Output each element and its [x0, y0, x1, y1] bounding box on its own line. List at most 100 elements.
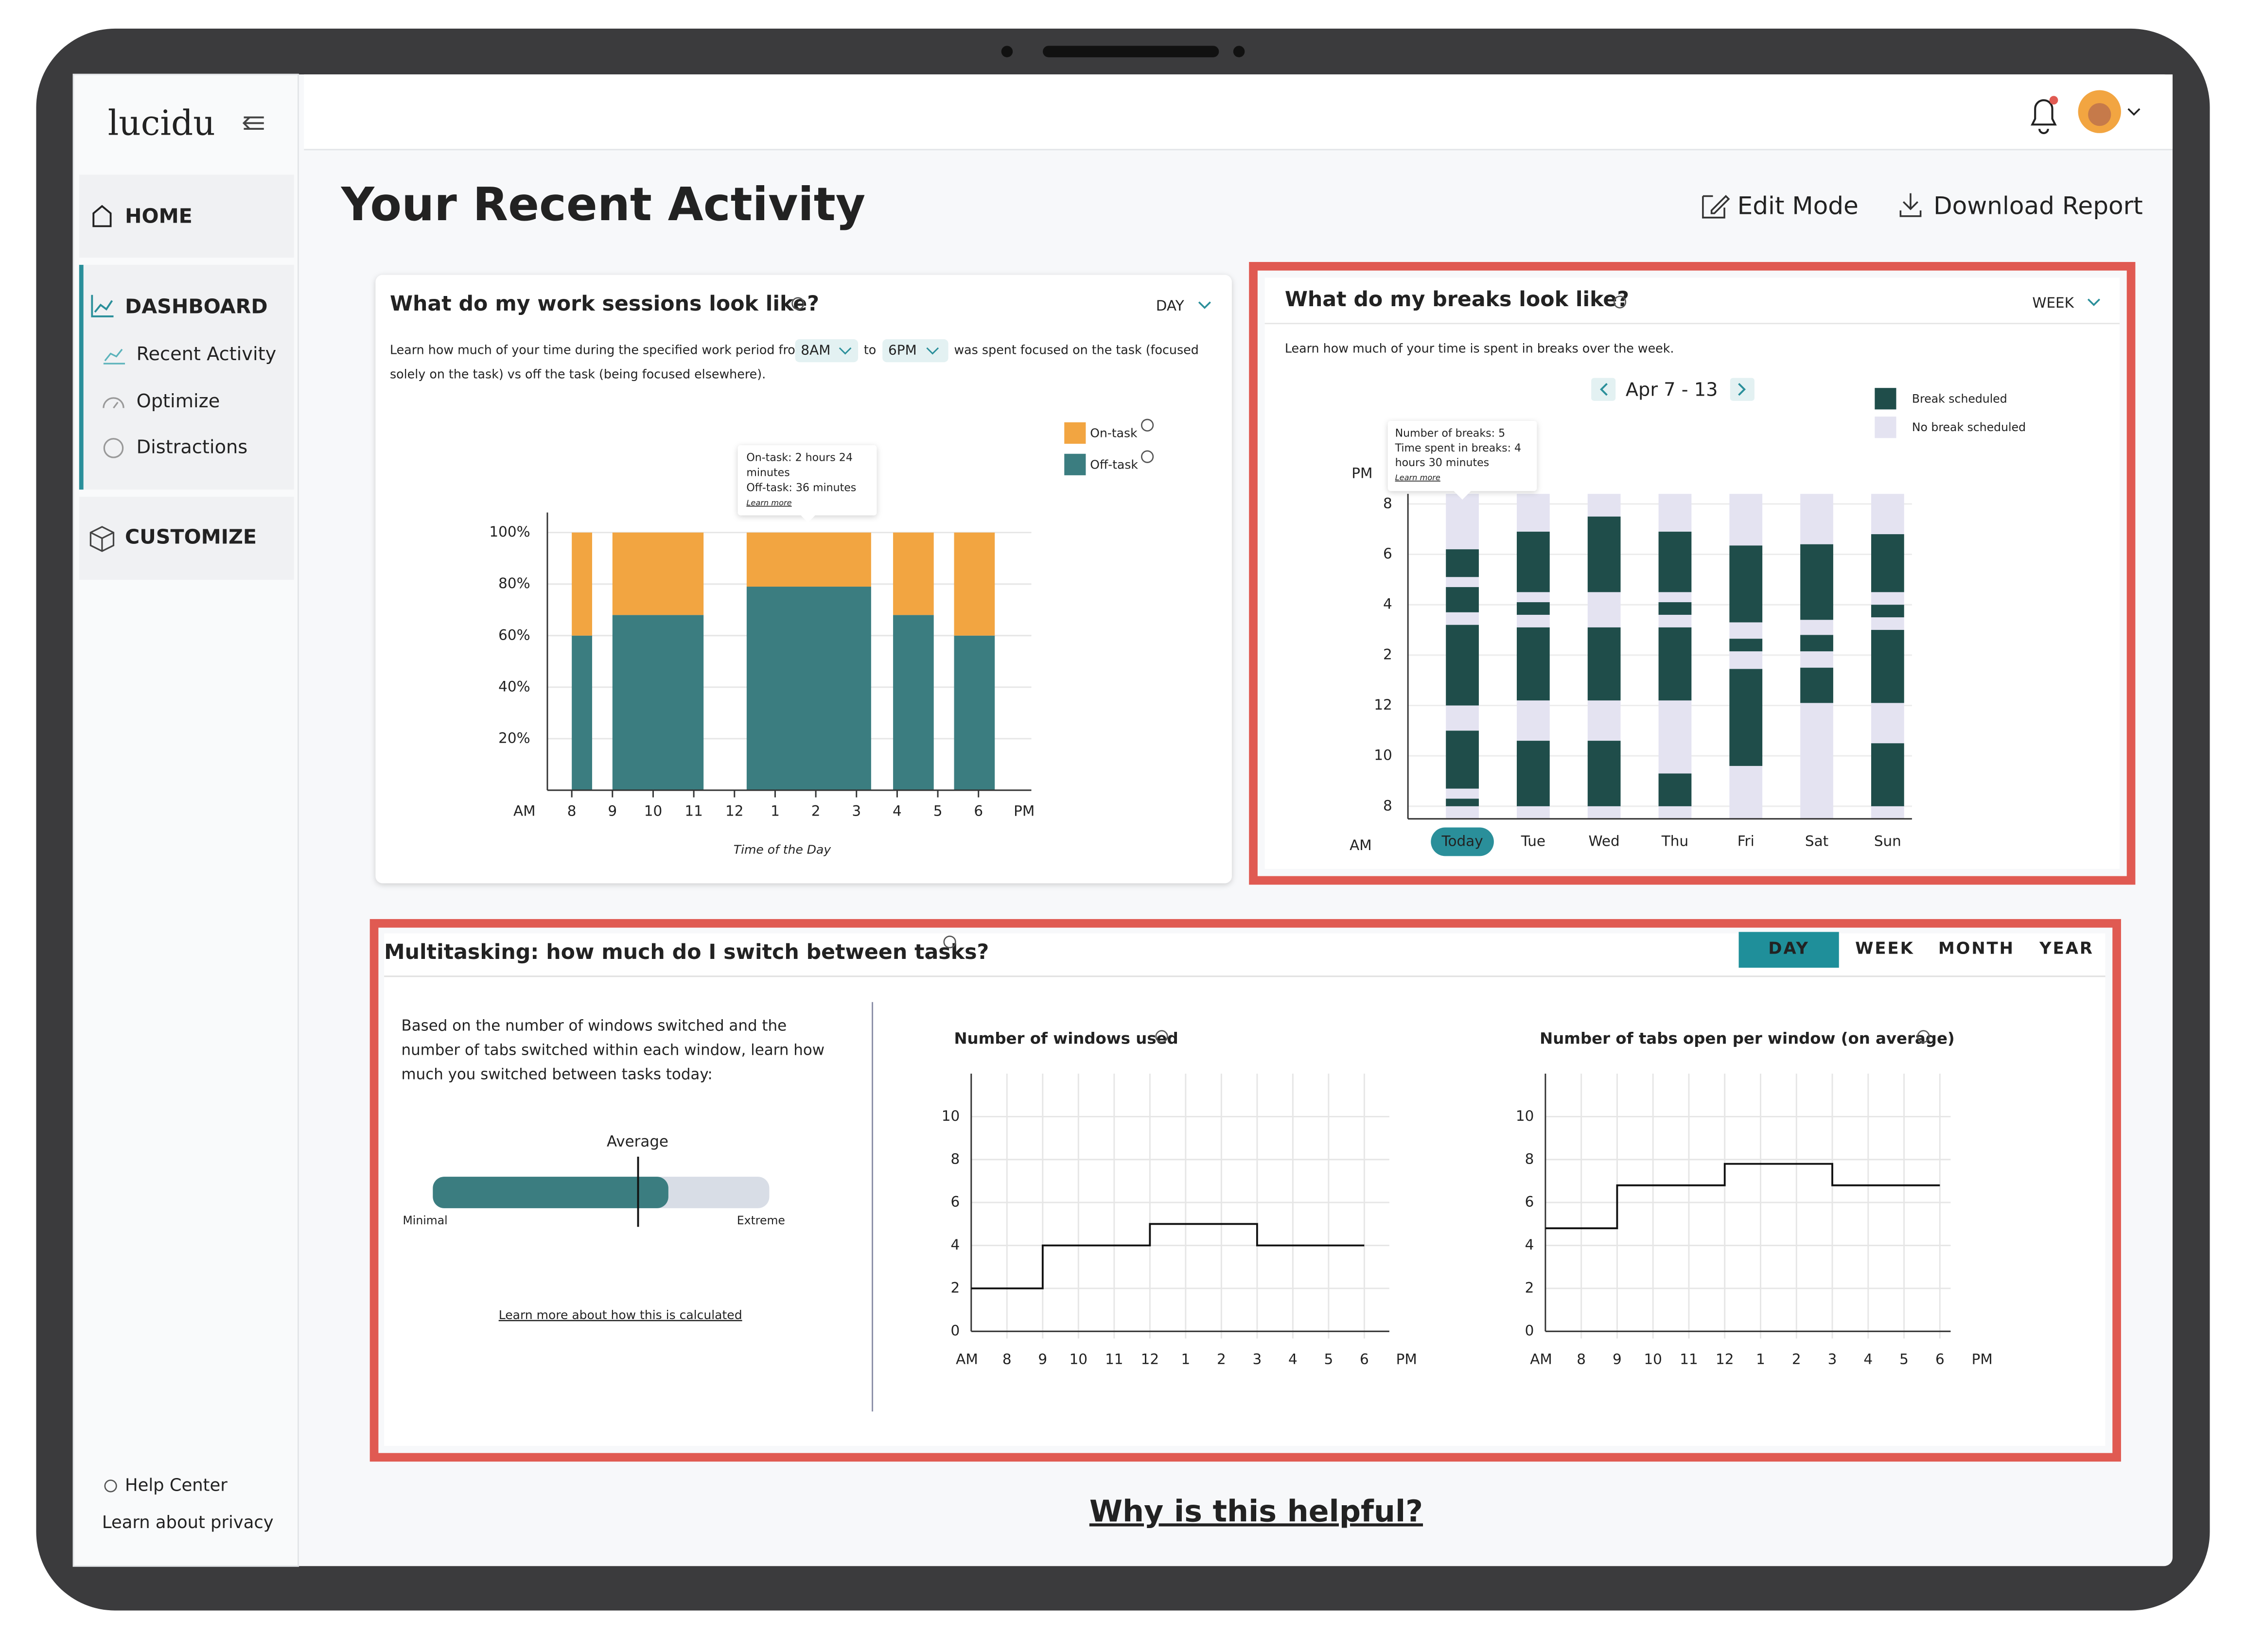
- home-icon: [92, 205, 112, 227]
- start-pill[interactable]: [795, 339, 859, 363]
- break-segment: [1516, 627, 1550, 701]
- end-pill[interactable]: [882, 339, 948, 363]
- collapse-icon[interactable]: [242, 116, 264, 130]
- tooltip-line[interactable]: Learn more: [1395, 473, 1440, 482]
- tab[interactable]: MONTH: [1938, 939, 2015, 957]
- start-time[interactable]: 8AM: [801, 342, 830, 358]
- breaks-card: [1264, 278, 2120, 869]
- description: Based on the number of windows switched …: [402, 1017, 787, 1034]
- tooltip: [1387, 420, 1537, 491]
- y-tick-label: 8: [1383, 495, 1392, 511]
- x-tick-label: 5: [933, 803, 943, 819]
- optimize-icon: [103, 397, 124, 409]
- help-icon[interactable]: [943, 935, 956, 949]
- description: much you switched between tasks today:: [402, 1066, 713, 1083]
- next-button[interactable]: [1730, 378, 1755, 401]
- x-tick-label: 3: [852, 803, 861, 819]
- bar-segment: [612, 615, 704, 790]
- work-period[interactable]: DAY: [1156, 297, 1185, 314]
- chart-title: Number of windows used: [954, 1029, 1178, 1047]
- bar-segment: [746, 532, 871, 587]
- help-icon[interactable]: [104, 1479, 117, 1493]
- help-icon[interactable]: [1141, 418, 1154, 432]
- tab[interactable]: YEAR: [2039, 939, 2094, 957]
- nav-optimize[interactable]: Optimize: [137, 390, 220, 412]
- break-segment: [1446, 587, 1479, 612]
- nav-dashboard[interactable]: DASHBOARD: [125, 295, 268, 318]
- x-unit: AM: [1530, 1351, 1552, 1368]
- y-tick-label: 40%: [498, 678, 530, 695]
- y-unit: AM: [1350, 837, 1372, 853]
- bell-icon[interactable]: [2030, 99, 2057, 134]
- why-helpful[interactable]: Why is this helpful?: [1089, 1494, 1423, 1529]
- y-tick-label: 60%: [498, 626, 530, 643]
- break-segment: [1658, 602, 1692, 615]
- period-chevron[interactable]: [1198, 301, 1211, 309]
- home-box[interactable]: [79, 174, 294, 258]
- break-segment: [1871, 630, 1904, 703]
- x-tick-label: 8: [567, 803, 577, 819]
- edit-mode[interactable]: Edit Mode: [1737, 192, 1859, 220]
- edit-icon[interactable]: [1702, 195, 1730, 219]
- tab[interactable]: DAY: [1768, 939, 1809, 957]
- tooltip-line[interactable]: Learn more: [746, 498, 791, 507]
- legend-label: Break scheduled: [1912, 392, 2007, 405]
- prev-button[interactable]: [1591, 378, 1616, 401]
- x-tick-label: 2: [1217, 1351, 1226, 1368]
- help-icon[interactable]: [1141, 450, 1154, 463]
- nav-recent-activity[interactable]: Recent Activity: [137, 343, 277, 365]
- nav-distractions[interactable]: Distractions: [137, 436, 248, 458]
- bell-dot: [2049, 96, 2058, 105]
- tooltip: [737, 445, 877, 516]
- tooltip-arrow: [801, 515, 815, 523]
- y-tick-label: 10: [1374, 747, 1392, 764]
- customize-box[interactable]: [79, 497, 294, 580]
- x-tick-label: 9: [1613, 1351, 1622, 1368]
- break-segment: [1800, 635, 1833, 652]
- today-pill[interactable]: [1431, 827, 1494, 856]
- tooltip-line: Time spent in breaks: 4: [1395, 442, 1521, 454]
- help-icon[interactable]: [1613, 296, 1627, 309]
- download-icon[interactable]: [1899, 193, 1922, 217]
- legend-swatch: [1875, 388, 1896, 410]
- x-tick-label: Sun: [1874, 833, 1901, 849]
- tooltip-line: Number of breaks: 5: [1395, 427, 1506, 439]
- learn-more-link[interactable]: Learn more about how this is calculated: [499, 1308, 742, 1322]
- x-tick-label[interactable]: Today: [1441, 833, 1483, 849]
- x-tick-label: 8: [1577, 1351, 1586, 1368]
- breaks-period[interactable]: WEEK: [2032, 295, 2074, 311]
- gauge-average-label: Average: [607, 1133, 668, 1150]
- nav-customize[interactable]: CUSTOMIZE: [125, 525, 257, 548]
- breaks-title: What do my breaks look like?: [1285, 287, 1629, 312]
- x-unit: AM: [956, 1351, 978, 1368]
- chart-title: Number of tabs open per window (on avera…: [1540, 1029, 1955, 1047]
- bar-segment: [893, 615, 934, 790]
- help-icon[interactable]: [791, 297, 805, 310]
- y-tick-label: 4: [1383, 596, 1392, 612]
- description: solely on the task) vs off the task (bei…: [390, 367, 766, 382]
- nav-home[interactable]: HOME: [125, 205, 193, 228]
- help-icon[interactable]: [1155, 1030, 1168, 1043]
- help-center[interactable]: Help Center: [125, 1475, 228, 1495]
- break-segment: [1729, 639, 1763, 652]
- download-report[interactable]: Download Report: [1933, 192, 2143, 220]
- period-chevron[interactable]: [2087, 298, 2101, 306]
- active-tab[interactable]: [1738, 932, 1839, 968]
- end-chevron: [926, 347, 939, 355]
- logo: lucidu: [108, 103, 215, 143]
- no-break-column: [1729, 494, 1763, 819]
- x-tick-label: 10: [1070, 1351, 1088, 1368]
- y-tick-label: 20%: [498, 730, 530, 746]
- bar-segment: [572, 635, 592, 790]
- highlight-border: [1249, 262, 2136, 885]
- tab[interactable]: WEEK: [1855, 939, 1914, 957]
- x-tick-label: 6: [1935, 1351, 1945, 1368]
- dashboard-box: [79, 264, 294, 490]
- y-tick-label: 2: [1383, 646, 1392, 662]
- break-segment: [1658, 773, 1692, 806]
- top-bar: [304, 74, 2173, 149]
- help-icon[interactable]: [1917, 1030, 1930, 1043]
- privacy-link[interactable]: Learn about privacy: [102, 1513, 274, 1532]
- end-time[interactable]: 6PM: [888, 342, 917, 358]
